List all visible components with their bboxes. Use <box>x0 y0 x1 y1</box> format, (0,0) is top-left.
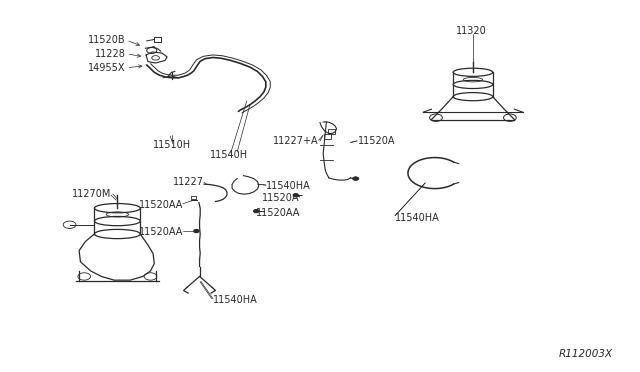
Text: 11320: 11320 <box>456 26 487 36</box>
Circle shape <box>353 177 359 180</box>
Text: 11540H: 11540H <box>211 150 248 160</box>
Text: 14955X: 14955X <box>88 63 125 73</box>
Text: 11270M: 11270M <box>72 189 111 199</box>
Circle shape <box>293 194 298 197</box>
Text: 11227: 11227 <box>173 177 204 187</box>
Text: 11520AA: 11520AA <box>139 227 183 237</box>
Text: 11540HA: 11540HA <box>213 295 258 305</box>
Text: 11227+A: 11227+A <box>273 136 319 146</box>
Circle shape <box>253 210 259 212</box>
Text: 11520AA: 11520AA <box>256 208 301 218</box>
Text: 11510H: 11510H <box>153 140 191 150</box>
Circle shape <box>194 230 199 232</box>
Text: 11520AA: 11520AA <box>139 200 183 210</box>
Text: 11520A: 11520A <box>262 193 300 203</box>
Text: R112003X: R112003X <box>559 349 613 359</box>
Text: 11540HA: 11540HA <box>266 181 310 191</box>
Text: 11520A: 11520A <box>358 136 396 146</box>
Text: 11228: 11228 <box>95 49 125 59</box>
Text: 11540HA: 11540HA <box>395 214 440 224</box>
Text: 11520B: 11520B <box>88 35 125 45</box>
